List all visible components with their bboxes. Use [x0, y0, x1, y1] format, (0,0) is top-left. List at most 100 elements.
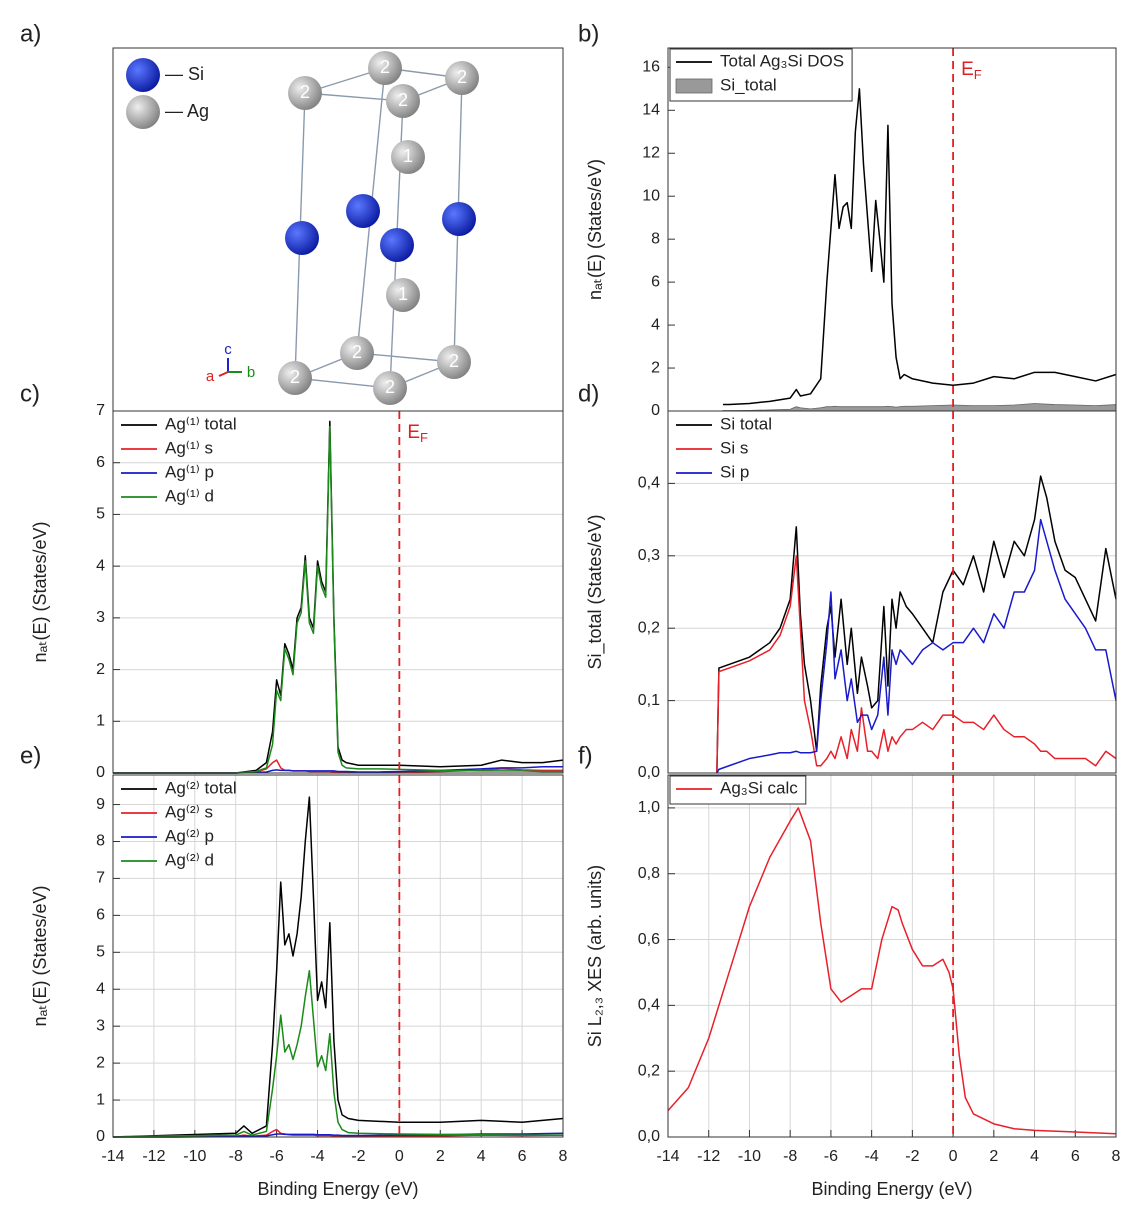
line	[113, 420, 564, 774]
legend-label: Ag⁽¹⁾ s	[165, 438, 213, 457]
y-tick-label: 1,0	[638, 799, 660, 816]
y-tick-label: 0	[96, 764, 105, 781]
x-tick-label: 8	[1112, 1148, 1121, 1165]
y-tick-label: 3	[96, 609, 105, 626]
plot-frame	[112, 774, 564, 1138]
x-tick-label: -8	[229, 1148, 243, 1165]
legend-swatch	[675, 78, 713, 94]
legend-label: Ag⁽¹⁾ p	[165, 462, 214, 481]
y-tick-label: 0,6	[638, 931, 660, 948]
x-tick-label: -6	[270, 1148, 284, 1165]
y-tick-label: 9	[96, 796, 105, 813]
legend-label: Ag⁽¹⁾ total	[165, 414, 237, 433]
y-tick-label: 16	[642, 59, 660, 76]
ag-atom	[437, 345, 471, 379]
x-tick-label: -2	[905, 1148, 919, 1165]
y-tick-label: 4	[96, 980, 105, 997]
line	[113, 1132, 564, 1138]
y-tick-label: 6	[96, 907, 105, 924]
unit-cell	[294, 67, 463, 389]
line	[722, 88, 1117, 406]
y-tick-label: 2	[651, 359, 660, 376]
area	[722, 403, 1117, 412]
y-tick-label: 5	[96, 944, 105, 961]
x-tick-label: 4	[1030, 1148, 1039, 1165]
x-tick-label: 0	[949, 1148, 958, 1165]
legend-label: Ag⁽²⁾ total	[165, 778, 237, 797]
legend-label: Si s	[720, 438, 748, 457]
si-atom	[380, 228, 414, 262]
atom-label: 2	[449, 351, 459, 371]
y-tick-label: 12	[642, 144, 660, 161]
line	[112, 796, 564, 1138]
ag-atom	[445, 61, 479, 95]
plot-frame	[667, 774, 1117, 1138]
y-tick-label: 0,3	[638, 547, 660, 564]
legend-label: Ag⁽²⁾ d	[165, 850, 214, 869]
panel-label: b)	[578, 20, 599, 47]
legend-label: Total Ag₃Si DOS	[720, 51, 844, 70]
legend: Si total Si s Si p	[676, 414, 772, 481]
x-tick-label: 8	[559, 1148, 568, 1165]
axis-label: c	[224, 341, 232, 358]
atoms: 2 2 2 2 1 1 2 2 2 2	[278, 51, 479, 405]
x-axis-label: Binding Energy (eV)	[257, 1179, 418, 1199]
y-tick-label: 0,0	[638, 764, 660, 781]
atom-label: 2	[457, 67, 467, 87]
ag-atom	[288, 76, 322, 110]
x-tick-label: 4	[477, 1148, 486, 1165]
legend-label: — Ag	[165, 101, 209, 121]
x-tick-label: -6	[824, 1148, 838, 1165]
panel-label: d)	[578, 380, 599, 407]
panel-label: a)	[20, 20, 41, 47]
panel-label: f)	[578, 742, 593, 769]
y-tick-label: 1	[96, 1091, 105, 1108]
ag-atom	[368, 51, 402, 85]
fermi-label: EF	[407, 422, 428, 445]
y-tick-label: 10	[642, 187, 660, 204]
legend-frame	[669, 775, 807, 805]
y-axis-label: Si L₂,₃ XES (arb. units)	[585, 865, 605, 1047]
x-tick-label: -2	[351, 1148, 365, 1165]
y-tick-label: 0,4	[638, 997, 660, 1014]
panel: 0 1 2 3 4 5 6 7 8 9 -14 -12 -10 -8 -6 -4 -2 0 2 4 6 8 Ag⁽²⁾ to…	[20, 742, 568, 1198]
x-tick-label: -10	[738, 1148, 761, 1165]
y-tick-label: 7	[96, 870, 105, 887]
atom-label: 2	[300, 82, 310, 102]
y-axis-label: nₐₜ(E) (States/eV)	[30, 521, 50, 662]
legend-label: Ag⁽²⁾ p	[165, 826, 214, 845]
atom-label: 2	[352, 342, 362, 362]
ag-legend-atom	[126, 95, 160, 129]
panel: 0,0 0,2 0,4 0,6 0,8 1,0 -14 -12 -10 -8 -6 -4 -2 0 2 4 6 8…	[578, 742, 1121, 1198]
x-tick-label: -4	[310, 1148, 324, 1165]
panel-label: e)	[20, 742, 41, 769]
axis-triad: c a b	[206, 341, 255, 385]
ag-atom	[386, 278, 420, 312]
x-tick-label: 6	[1071, 1148, 1080, 1165]
ag-atom	[391, 140, 425, 174]
x-tick-label: 0	[395, 1148, 404, 1165]
atom-label: 2	[380, 57, 390, 77]
y-tick-label: 2	[96, 661, 105, 678]
legend: Total Ag₃Si DOS Si_total	[669, 48, 853, 102]
legend-label: Ag₃Si calc	[720, 778, 798, 797]
fermi-label-main: E	[961, 59, 974, 80]
x-tick-label: -12	[142, 1148, 165, 1165]
y-tick-label: 0,2	[638, 1062, 660, 1079]
atom-label: 1	[403, 146, 413, 166]
y-tick-label: 7	[96, 402, 105, 419]
y-tick-label: 6	[96, 454, 105, 471]
y-tick-label: 0,1	[638, 692, 660, 709]
legend-label: Ag⁽²⁾ s	[165, 802, 213, 821]
plot-frame	[667, 47, 1117, 412]
ag-atom	[373, 371, 407, 405]
y-tick-label: 14	[642, 102, 660, 119]
y-tick-label: 0,0	[638, 1128, 660, 1145]
y-axis-label: nₐₜ(E) (States/eV)	[30, 885, 50, 1026]
fermi-label-sub: F	[974, 67, 982, 82]
line	[112, 970, 563, 1138]
y-tick-label: 0	[96, 1128, 105, 1145]
ag-atom	[278, 361, 312, 395]
line	[716, 518, 1117, 774]
axis-label: b	[247, 364, 255, 381]
